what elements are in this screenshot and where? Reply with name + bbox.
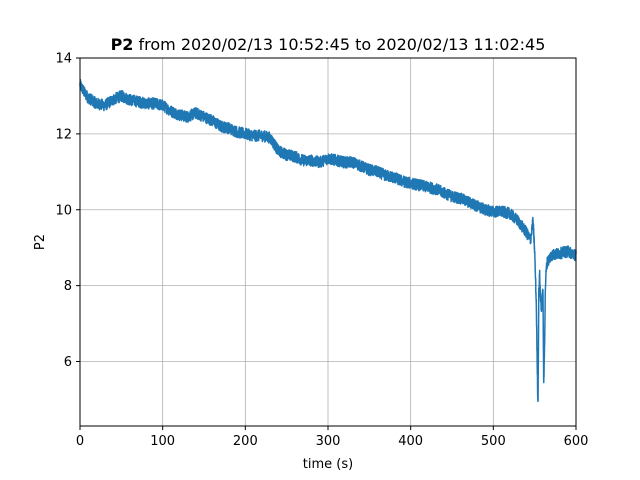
x-tick-label: 500 — [481, 434, 506, 449]
chart-title: P2 from 2020/02/13 10:52:45 to 2020/02/1… — [111, 35, 546, 54]
x-tick-label: 400 — [398, 434, 423, 449]
y-axis-label: P2 — [33, 234, 48, 250]
y-tick-label: 14 — [55, 52, 72, 67]
y-tick-label: 6 — [64, 355, 72, 370]
y-tick-label: 8 — [64, 279, 72, 294]
x-axis-ticks: 0 100 200 300 400 500 600 — [76, 426, 589, 449]
x-tick-label: 300 — [316, 434, 341, 449]
y-axis-ticks: 6 8 10 12 14 — [55, 52, 80, 370]
series-line-p2 — [79, 78, 577, 403]
x-tick-label: 200 — [233, 434, 258, 449]
y-tick-label: 10 — [55, 203, 72, 218]
x-axis-label: time (s) — [303, 457, 353, 472]
x-tick-label: 600 — [564, 434, 589, 449]
x-tick-label: 100 — [150, 434, 175, 449]
y-tick-label: 12 — [55, 127, 72, 142]
chart-title-rest: from 2020/02/13 10:52:45 to 2020/02/13 1… — [133, 35, 545, 54]
x-tick-label: 0 — [76, 434, 84, 449]
chart-title-bold: P2 — [111, 35, 134, 54]
series-group — [79, 78, 577, 403]
